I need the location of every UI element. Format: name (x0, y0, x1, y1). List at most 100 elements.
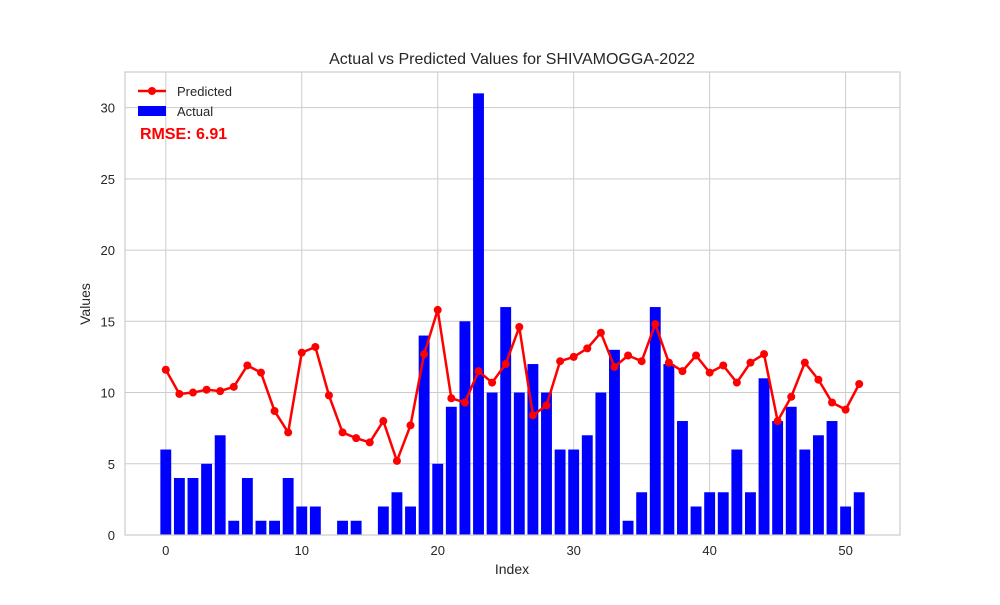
predicted-point (528, 411, 537, 420)
x-tick-label: 20 (430, 543, 444, 558)
y-tick-label: 25 (101, 172, 115, 187)
predicted-point (624, 351, 633, 360)
predicted-point (814, 375, 823, 384)
y-axis-label: Values (77, 283, 93, 325)
actual-bar (622, 520, 634, 535)
actual-bar (527, 364, 539, 535)
actual-bar (704, 492, 716, 535)
actual-bar (812, 435, 824, 535)
actual-bar (350, 520, 362, 535)
predicted-point (583, 344, 592, 353)
legend-predicted-marker (148, 87, 156, 95)
actual-bar (201, 463, 213, 535)
predicted-point (746, 358, 755, 367)
predicted-point (161, 365, 170, 374)
actual-bar (405, 506, 416, 535)
actual-bar (541, 392, 552, 535)
actual-bar (418, 335, 430, 535)
predicted-point (365, 438, 374, 447)
x-tick-label: 30 (566, 543, 580, 558)
actual-bar (241, 478, 253, 535)
y-tick-label: 0 (108, 528, 115, 543)
x-tick-label: 0 (162, 543, 169, 558)
y-tick-label: 10 (101, 386, 115, 401)
actual-bar (745, 492, 756, 535)
actual-bar (432, 463, 444, 535)
predicted-point (406, 421, 415, 430)
actual-bar (595, 392, 607, 535)
predicted-point (787, 392, 796, 401)
predicted-point (556, 357, 565, 366)
actual-bar (486, 392, 498, 535)
actual-bar (377, 506, 389, 535)
predicted-point (447, 394, 456, 403)
legend: Predicted Actual (138, 84, 232, 119)
actual-bar (840, 506, 852, 535)
actual-bar (609, 349, 620, 535)
predicted-point (324, 391, 333, 400)
predicted-point (420, 350, 429, 359)
predicted-point (651, 320, 660, 329)
predicted-point (392, 456, 401, 465)
predicted-point (678, 367, 687, 376)
predicted-point (338, 428, 347, 437)
predicted-point (202, 385, 211, 394)
y-tick-label: 20 (101, 243, 115, 258)
actual-bar (731, 449, 743, 535)
predicted-point (515, 323, 524, 332)
predicted-point (637, 357, 646, 366)
y-tick-label: 15 (101, 314, 115, 329)
actual-bar (173, 478, 185, 535)
predicted-point (433, 305, 442, 314)
predicted-point (460, 398, 469, 407)
actual-bar (690, 506, 702, 535)
actual-bar (636, 492, 648, 535)
plot-frame (124, 71, 901, 536)
predicted-point (297, 348, 306, 357)
legend-actual-swatch (138, 106, 166, 116)
predicted-point (488, 378, 497, 387)
predicted-point (841, 405, 850, 414)
actual-bar (554, 449, 566, 535)
predicted-point (732, 378, 741, 387)
predicted-point (596, 328, 605, 337)
actual-bars (160, 93, 865, 535)
actual-bar (717, 492, 729, 535)
actual-bar (649, 307, 661, 535)
tick-labels: 0 10 20 30 40 50 0 5 10 15 20 25 30 (101, 101, 853, 558)
actual-bar (459, 321, 471, 535)
predicted-point (270, 407, 279, 416)
predicted-point (542, 401, 551, 410)
actual-bar (799, 449, 811, 535)
predicted-point (855, 379, 864, 388)
predicted-point (773, 417, 782, 426)
predicted-point (379, 417, 388, 426)
predicted-point (311, 342, 320, 351)
actual-bar (772, 421, 784, 535)
predicted-point (216, 387, 225, 396)
predicted-point (692, 351, 701, 360)
actual-bar (826, 421, 838, 535)
actual-bar (296, 506, 308, 535)
actual-bar (500, 307, 512, 535)
actual-bar (282, 478, 294, 535)
actual-bar (214, 435, 226, 535)
actual-bar (513, 392, 525, 535)
y-tick-label: 30 (101, 101, 115, 116)
actual-bar (269, 520, 280, 535)
actual-bar (473, 93, 484, 535)
x-tick-label: 40 (702, 543, 716, 558)
actual-bar (160, 449, 172, 535)
rmse-annotation: RMSE: 6.91 (140, 126, 227, 143)
predicted-point (284, 428, 293, 437)
predicted-point (705, 368, 714, 377)
predicted-point (828, 398, 837, 407)
actual-bar (758, 378, 770, 535)
legend-predicted-label: Predicted (177, 84, 232, 99)
predicted-point (175, 389, 184, 398)
predicted-point (188, 388, 197, 397)
predicted-point (501, 360, 510, 369)
predicted-point (256, 368, 265, 377)
